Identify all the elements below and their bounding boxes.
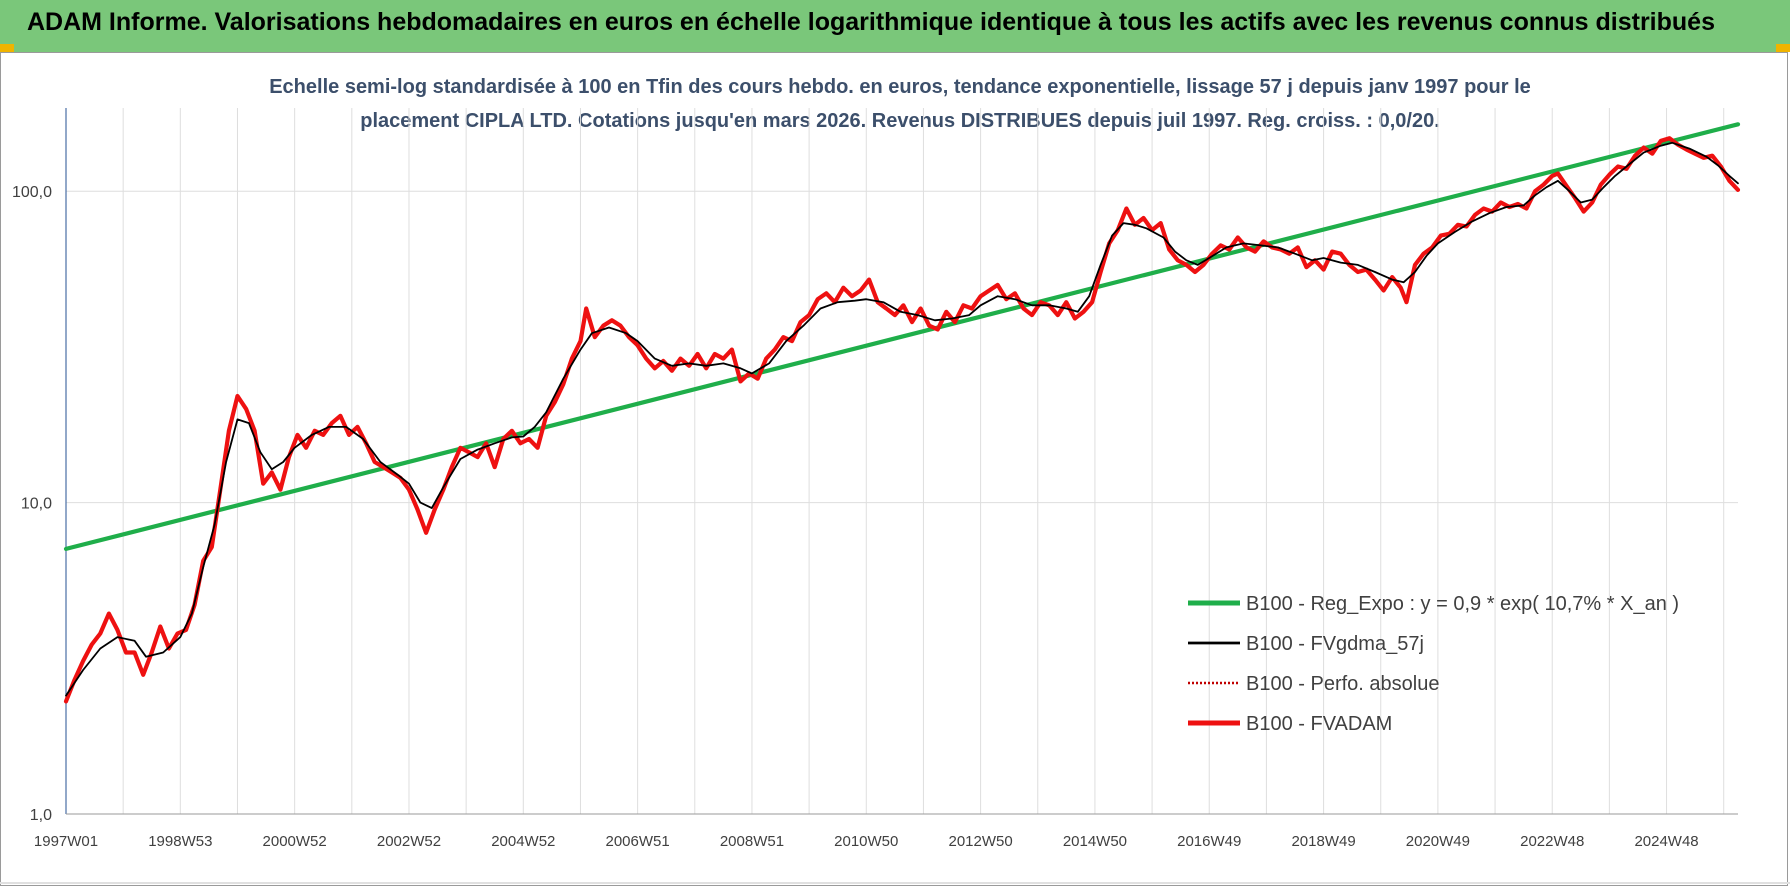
bottom-divider: [0, 882, 1790, 884]
x-tick-label: 1998W53: [148, 833, 212, 850]
x-tick-label: 2006W51: [606, 833, 670, 850]
x-tick-label: 2012W50: [948, 833, 1012, 850]
x-tick-label: 2008W51: [720, 833, 784, 850]
chart-title-line-1: Echelle semi-log standardisée à 100 en T…: [269, 76, 1531, 98]
x-tick-label: 2010W50: [834, 833, 898, 850]
page-title: ADAM Informe. Valorisations hebdomadaire…: [27, 8, 1715, 36]
series-line-1: [63, 122, 1741, 551]
x-tick-label: 2004W52: [491, 833, 555, 850]
x-tick-label: 2014W50: [1063, 833, 1127, 850]
axes: 1,0 10,0 100,0 1997W01 1998W53 2000W52 2002W52…: [12, 108, 1738, 850]
y-tick-label: 1,0: [30, 807, 52, 824]
legend-entry-label: B100 - Perfo. absolue: [1246, 673, 1439, 695]
series-lines: [63, 122, 1741, 704]
corner-marker-right: [1776, 44, 1790, 52]
x-tick-label: 2000W52: [263, 833, 327, 850]
x-tick-label: 2024W48: [1634, 833, 1698, 850]
x-tick-label: 2020W49: [1406, 833, 1470, 850]
series-line-4: [63, 136, 1741, 704]
x-tick-label: 2002W52: [377, 833, 441, 850]
y-tick-label: 100,0: [12, 184, 52, 201]
chart-title-line-2: placement CIPLA LTD. Cotations jusqu'en …: [360, 110, 1440, 132]
series-line-2: [65, 141, 1739, 697]
corner-marker-left: [0, 44, 14, 52]
legend: B100 - Reg_Expo : y = 0,9 * exp( 10,7% *…: [1188, 593, 1679, 735]
y-tick-label: 10,0: [21, 496, 52, 513]
x-tick-label: 2016W49: [1177, 833, 1241, 850]
x-tick-label: 2018W49: [1291, 833, 1355, 850]
legend-entry-label: B100 - FVADAM: [1246, 713, 1392, 735]
legend-entry-label: B100 - FVgdma_57j: [1246, 633, 1424, 655]
x-tick-label: 1997W01: [34, 833, 98, 850]
legend-entry-label: B100 - Reg_Expo : y = 0,9 * exp( 10,7% *…: [1246, 593, 1679, 615]
x-tick-label: 2022W48: [1520, 833, 1584, 850]
header-bar: ADAM Informe. Valorisations hebdomadaire…: [0, 0, 1790, 52]
